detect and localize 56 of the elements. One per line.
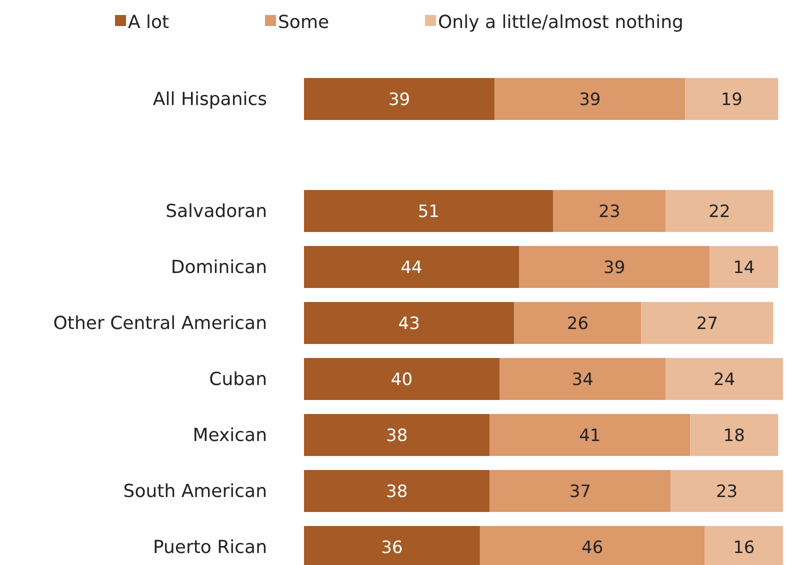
bar: [710, 246, 778, 288]
bar: [666, 358, 783, 400]
data-label: 46: [582, 538, 604, 558]
bar: [490, 414, 690, 456]
legend-label: Only a little/almost nothing: [438, 12, 684, 33]
bar: [553, 190, 666, 232]
bar: [304, 190, 554, 232]
bar: [304, 358, 500, 400]
y-tick-label: Salvadoran: [166, 201, 267, 222]
data-label: 23: [716, 482, 738, 502]
bar: [690, 414, 778, 456]
y-tick-label: All Hispanics: [152, 89, 267, 110]
bar: [304, 78, 495, 120]
bar: [304, 302, 514, 344]
bar: [304, 246, 520, 288]
data-label: 38: [386, 482, 408, 502]
bar: [685, 78, 778, 120]
y-tick-label: Puerto Rican: [152, 537, 267, 558]
bar: [514, 302, 642, 344]
data-label: 27: [696, 314, 718, 334]
bar: [670, 470, 783, 512]
data-label: 43: [398, 314, 420, 334]
data-label: 37: [569, 482, 591, 502]
data-label: 44: [400, 258, 422, 278]
data-label: 34: [572, 370, 594, 390]
data-label: 23: [598, 202, 620, 222]
data-label: 39: [579, 90, 601, 110]
data-label: 22: [708, 202, 730, 222]
data-label: 38: [386, 426, 408, 446]
data-label: 41: [579, 426, 601, 446]
data-label: 14: [733, 258, 755, 278]
y-tick-label: Mexican: [192, 425, 267, 446]
data-label: 18: [723, 426, 745, 446]
bar: [304, 414, 490, 456]
data-label: 26: [566, 314, 589, 334]
data-label: 51: [418, 202, 440, 222]
data-label: 39: [604, 258, 626, 278]
data-label: 40: [390, 370, 413, 390]
y-tick-label: Other Central American: [53, 313, 267, 334]
data-label: 24: [714, 370, 736, 390]
data-label: 36: [381, 538, 403, 558]
y-tick-label: South American: [123, 481, 267, 502]
data-label: 19: [720, 90, 742, 110]
bar: [490, 470, 671, 512]
y-tick-label: Cuban: [209, 369, 267, 390]
legend-label: A lot: [128, 12, 170, 33]
legend-label: Some: [278, 12, 330, 33]
data-label: 39: [388, 90, 410, 110]
bar: [641, 302, 774, 344]
y-tick-label: Dominican: [170, 257, 267, 278]
bar: [304, 470, 490, 512]
bar: [666, 190, 774, 232]
data-label: 16: [733, 538, 755, 558]
bar: [519, 246, 710, 288]
bar: [494, 78, 686, 120]
bar: [500, 358, 666, 400]
